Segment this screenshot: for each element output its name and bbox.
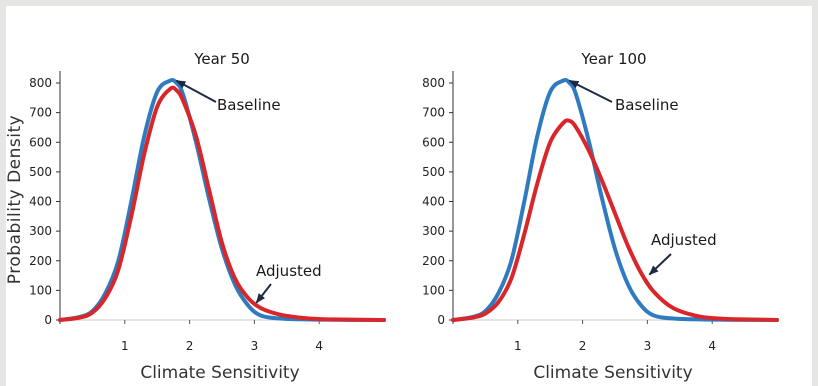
panel-title: Year 50 [193,50,250,68]
annotation-arrow [568,79,613,103]
y-tick-label: 300 [422,224,445,238]
y-tick-label: 600 [29,135,52,149]
x-tick-label: 3 [251,339,259,353]
x-tick-label: 2 [186,339,194,353]
panel-title: Year 100 [580,50,646,68]
series-line-adjusted [58,85,386,322]
annotation-arrow [175,79,217,103]
x-tick-label: 2 [579,339,587,353]
x-tick-label: 3 [644,339,652,353]
y-tick-label: 700 [29,106,52,120]
y-tick-label: 200 [422,254,445,268]
x-axis-label: Climate Sensitivity [533,363,692,383]
x-tick-label: 4 [708,339,716,353]
y-tick-label: 0 [44,313,52,327]
y-tick-label: 200 [29,254,52,268]
y-tick-label: 100 [422,283,445,297]
series-line-baseline [58,78,386,322]
y-tick-label: 600 [422,135,445,149]
annotation-adjusted: Adjusted [256,262,322,280]
y-tick-label: 100 [29,283,52,297]
chart-figure: 0 100 200 300 400 500 600 700 800 1 2 3 4 Year 50 Clim… [6,6,812,386]
chart-svg: 0 100 200 300 400 500 600 700 800 1 2 3 4 Year 50 Clim… [6,50,779,383]
y-tick-label: 800 [422,76,445,90]
x-tick-label: 4 [315,339,323,353]
annotation-baseline: Baseline [615,96,679,114]
x-tick-label: 1 [121,339,129,353]
y-tick-label: 400 [422,195,445,209]
y-tick-label: 300 [29,224,52,238]
annotation-arrow [255,283,272,304]
series-line-adjusted [451,118,779,322]
y-tick-label: 700 [422,106,445,120]
x-tick-label: 1 [514,339,522,353]
y-axis-label: Probability Density [6,115,25,284]
y-tick-label: 400 [29,195,52,209]
annotation-adjusted: Adjusted [651,231,717,249]
y-tick-label: 500 [422,165,445,179]
annotation-arrow [648,253,672,276]
y-tick-label: 500 [29,165,52,179]
annotation-baseline: Baseline [217,96,281,114]
y-tick-label: 0 [437,313,445,327]
x-axis-label: Climate Sensitivity [140,363,299,383]
y-tick-label: 800 [29,76,52,90]
series-line-baseline [451,78,779,322]
